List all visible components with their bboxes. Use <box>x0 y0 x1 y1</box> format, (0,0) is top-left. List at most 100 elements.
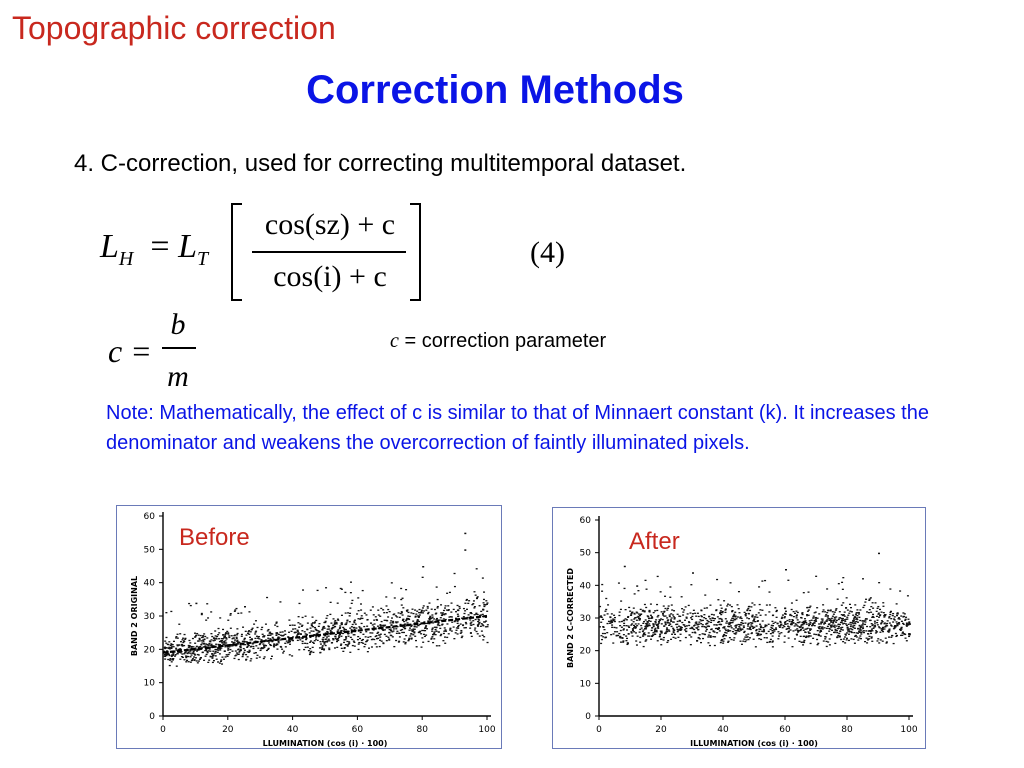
data-point <box>835 619 838 622</box>
data-point <box>210 611 213 613</box>
data-point <box>695 615 698 617</box>
data-point <box>223 642 226 644</box>
data-point <box>875 630 878 632</box>
data-point <box>827 609 830 611</box>
data-point <box>297 616 300 618</box>
data-point <box>334 637 337 640</box>
data-point <box>843 611 846 613</box>
data-point <box>801 627 804 629</box>
data-point <box>165 642 168 644</box>
data-point <box>473 606 476 608</box>
data-point <box>901 632 904 634</box>
data-point <box>675 623 678 626</box>
data-point <box>181 639 184 641</box>
data-point <box>303 648 306 651</box>
data-point <box>207 644 210 646</box>
data-point <box>170 655 173 658</box>
data-point <box>748 637 751 639</box>
data-point <box>852 627 855 629</box>
data-point <box>373 619 376 621</box>
data-point <box>844 620 847 622</box>
data-point <box>344 623 347 626</box>
data-point <box>319 643 322 645</box>
data-point <box>227 648 230 650</box>
data-point <box>427 612 430 615</box>
data-point <box>828 630 831 632</box>
data-point <box>905 622 908 624</box>
data-point <box>613 631 616 633</box>
data-point <box>737 608 740 610</box>
data-point <box>622 640 625 642</box>
data-point <box>787 579 790 581</box>
data-point <box>672 614 675 616</box>
data-point <box>779 620 782 623</box>
data-point <box>255 645 258 647</box>
data-point <box>830 621 833 623</box>
data-point <box>267 642 270 644</box>
data-point <box>744 615 747 617</box>
data-point <box>236 640 239 642</box>
data-point <box>646 620 649 623</box>
data-point <box>197 660 200 662</box>
data-point <box>217 649 220 651</box>
data-point <box>420 646 423 648</box>
data-point <box>893 616 896 618</box>
data-point <box>231 644 234 646</box>
data-point <box>377 631 380 633</box>
data-point <box>401 631 404 634</box>
data-point <box>260 628 263 631</box>
data-point <box>659 633 662 635</box>
data-point <box>871 640 874 642</box>
data-point <box>781 627 784 629</box>
data-point <box>169 644 172 647</box>
data-point <box>481 577 484 579</box>
data-point <box>704 594 707 596</box>
data-point <box>783 616 786 618</box>
data-point <box>828 623 831 625</box>
data-point <box>336 640 339 643</box>
data-point <box>873 620 876 622</box>
data-point <box>791 619 794 621</box>
data-point <box>771 646 774 648</box>
data-point <box>795 614 798 616</box>
data-point <box>895 635 898 638</box>
data-point <box>626 616 629 618</box>
data-point <box>225 654 228 656</box>
data-point <box>367 647 370 649</box>
data-point <box>380 625 383 627</box>
outlier-point <box>464 549 467 551</box>
data-point <box>271 636 274 639</box>
data-point <box>703 626 706 628</box>
data-point <box>248 611 251 613</box>
data-point <box>713 624 716 626</box>
data-point <box>482 602 485 604</box>
data-point <box>669 623 672 625</box>
data-point <box>676 628 679 630</box>
data-point <box>830 620 833 622</box>
data-point <box>384 624 387 626</box>
data-point <box>696 624 699 626</box>
data-point <box>328 647 331 649</box>
data-point <box>829 610 832 612</box>
data-point <box>351 623 354 626</box>
data-point <box>438 645 441 647</box>
data-point <box>852 619 855 622</box>
data-point <box>214 655 217 657</box>
data-point <box>183 644 186 647</box>
data-point <box>888 628 891 630</box>
data-point <box>183 633 186 636</box>
data-point <box>236 634 239 636</box>
data-point <box>421 637 424 639</box>
data-point <box>424 629 427 632</box>
data-point <box>724 631 727 634</box>
data-point <box>350 632 353 634</box>
data-point <box>790 615 793 617</box>
data-point <box>469 624 472 626</box>
data-point <box>778 626 781 628</box>
data-point <box>335 633 338 636</box>
data-point <box>838 636 841 638</box>
data-point <box>450 616 453 618</box>
data-point <box>850 611 853 613</box>
data-point <box>832 621 835 623</box>
data-point <box>480 614 483 616</box>
